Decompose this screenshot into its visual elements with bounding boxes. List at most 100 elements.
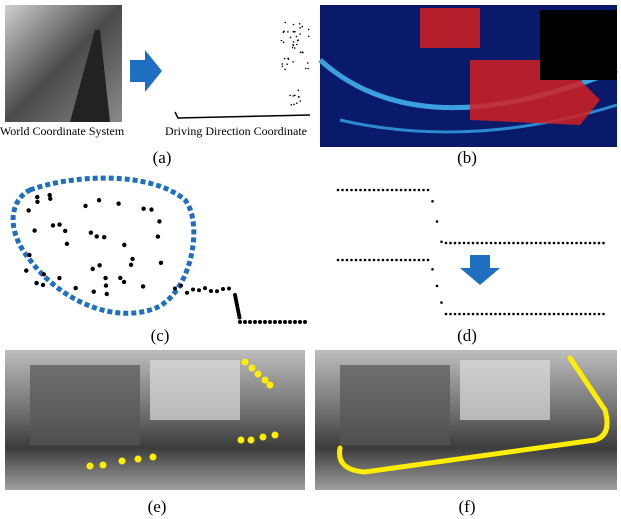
point [253, 320, 257, 324]
point [382, 259, 385, 262]
point [526, 242, 529, 245]
point [191, 287, 195, 291]
point [364, 259, 367, 262]
point [284, 68, 286, 70]
point [91, 267, 95, 271]
point [463, 313, 466, 316]
panel-label: (c) [151, 326, 170, 345]
point [130, 257, 134, 261]
point [299, 27, 301, 29]
marker [248, 437, 255, 444]
point [291, 104, 293, 106]
point [51, 223, 55, 227]
point [297, 39, 299, 41]
building [150, 360, 240, 420]
point [476, 313, 479, 316]
point [494, 242, 497, 245]
point [602, 242, 605, 245]
point [283, 30, 285, 32]
point [41, 283, 45, 287]
point [294, 47, 296, 49]
point [400, 259, 403, 262]
point [521, 313, 524, 316]
point [490, 313, 493, 316]
point [589, 242, 592, 245]
point [292, 61, 294, 63]
point [215, 289, 219, 293]
point [404, 259, 407, 262]
point [308, 29, 310, 31]
point [503, 242, 506, 245]
point [289, 95, 291, 97]
point [584, 242, 587, 245]
point [299, 23, 301, 25]
point [512, 313, 515, 316]
panel-e: (e) [5, 350, 305, 516]
point [413, 259, 416, 262]
point [602, 313, 605, 316]
point [553, 242, 556, 245]
point [57, 222, 61, 226]
point [359, 189, 362, 192]
point [341, 259, 344, 262]
point [243, 320, 247, 324]
panel-b: (b) [320, 5, 617, 167]
point [377, 259, 380, 262]
point [283, 320, 287, 324]
point [308, 35, 310, 37]
point [296, 36, 298, 38]
caption: Driving Direction Coordinate [165, 124, 307, 138]
point [440, 301, 443, 304]
marker [267, 382, 274, 389]
point [299, 100, 301, 102]
point [258, 320, 262, 324]
point [544, 242, 547, 245]
point [508, 313, 511, 316]
point [307, 68, 309, 70]
point [503, 313, 506, 316]
point-cloud [281, 22, 310, 106]
point [427, 259, 430, 262]
point [562, 313, 565, 316]
point [508, 242, 511, 245]
point [287, 58, 289, 60]
point [431, 268, 434, 271]
point [535, 313, 538, 316]
point [436, 285, 439, 288]
point [521, 242, 524, 245]
point [129, 263, 133, 267]
point [593, 242, 596, 245]
point [284, 58, 286, 60]
point [598, 313, 601, 316]
point [293, 104, 295, 106]
point [341, 189, 344, 192]
point [526, 313, 529, 316]
point [307, 62, 309, 64]
point [337, 189, 340, 192]
point [364, 189, 367, 192]
point [458, 313, 461, 316]
point [472, 242, 475, 245]
point [548, 242, 551, 245]
point [283, 41, 285, 43]
point [566, 313, 569, 316]
point [24, 268, 28, 272]
point [373, 189, 376, 192]
point [368, 189, 371, 192]
point [35, 195, 39, 199]
panel-d: (d) [337, 189, 605, 345]
point [445, 242, 448, 245]
point [476, 242, 479, 245]
point [409, 259, 412, 262]
point [97, 263, 101, 267]
point [386, 259, 389, 262]
marker [260, 434, 267, 441]
point [89, 231, 93, 235]
panel-label: (d) [457, 326, 477, 345]
marker [272, 432, 279, 439]
point [422, 189, 425, 192]
point [209, 289, 213, 293]
point [268, 320, 272, 324]
point [102, 235, 106, 239]
point [355, 189, 358, 192]
